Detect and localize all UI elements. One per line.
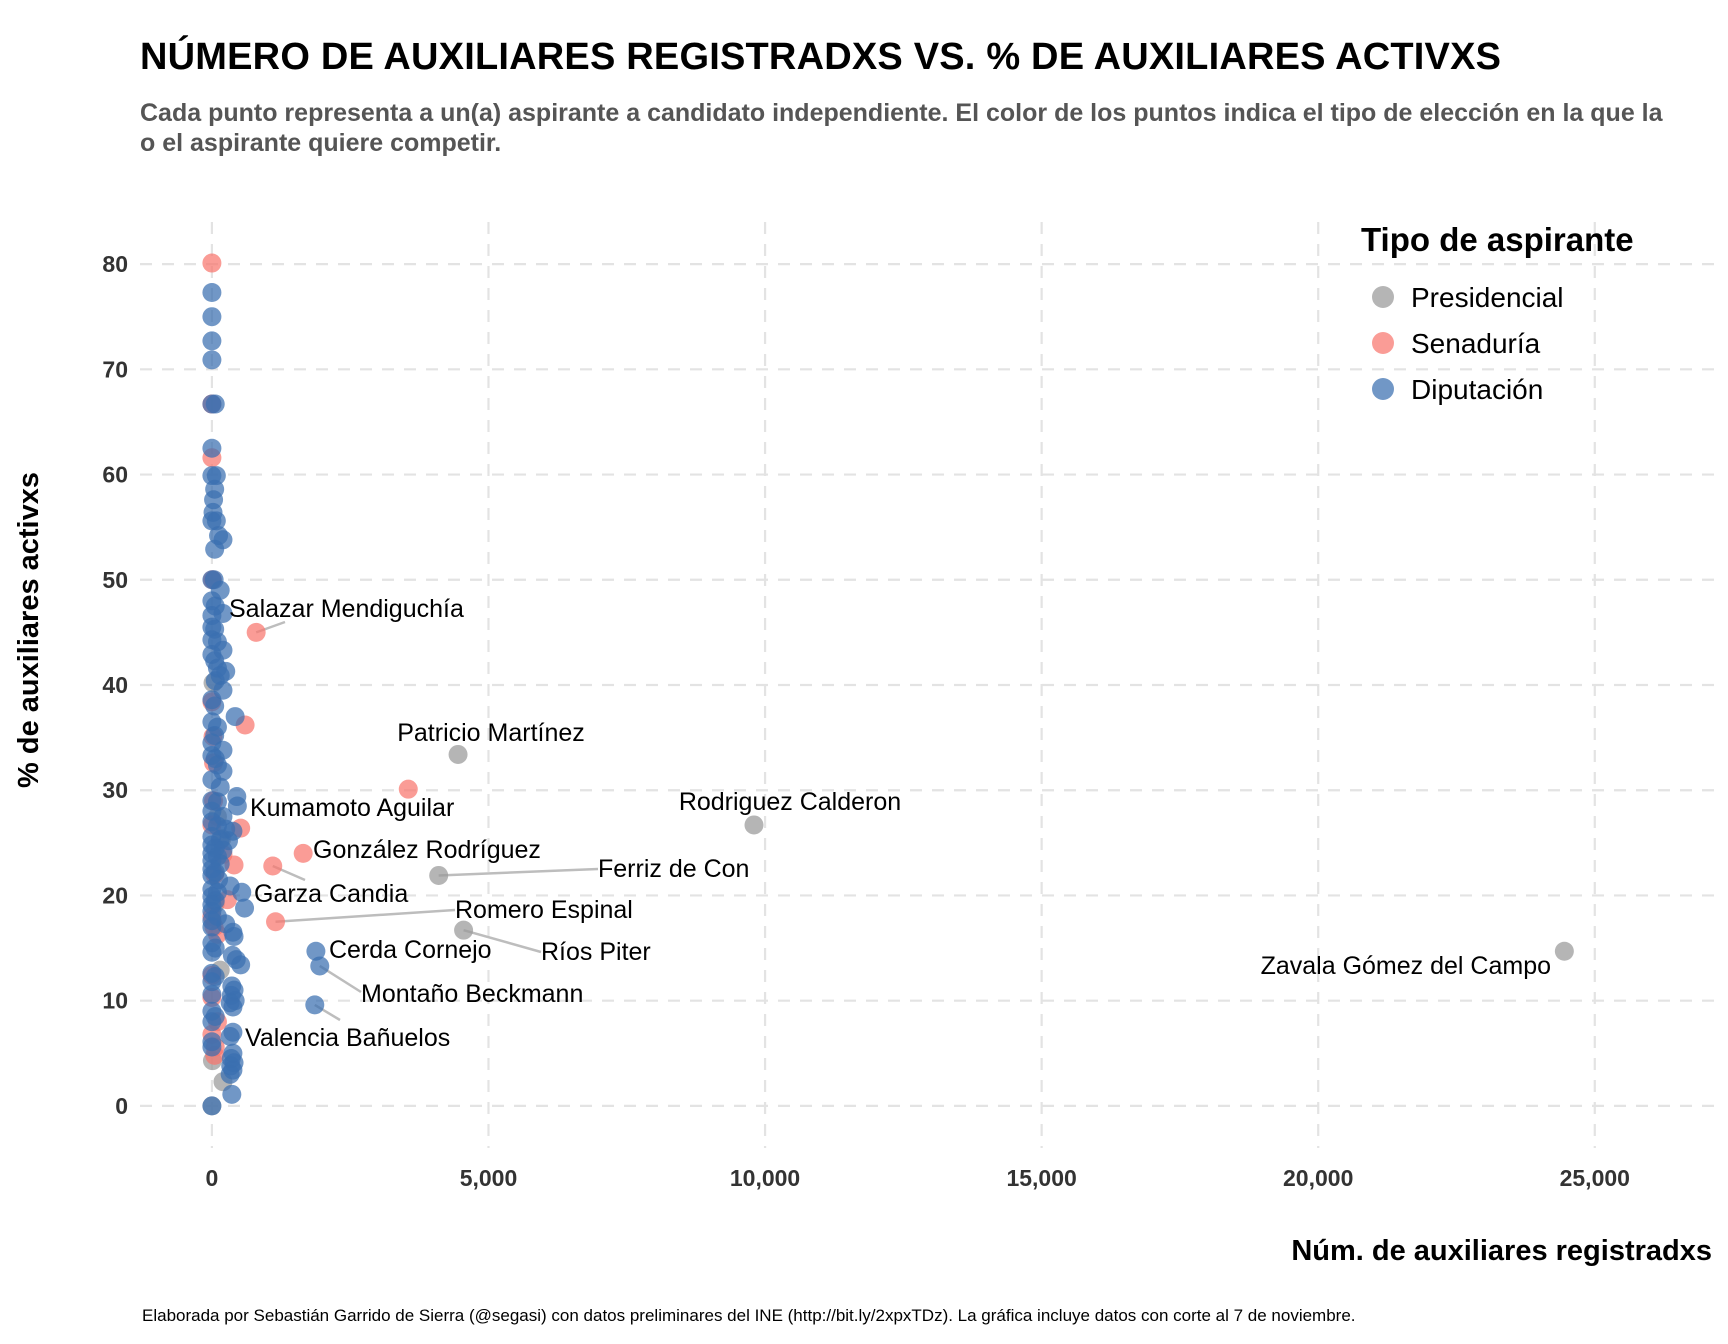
chart-title: NÚMERO DE AUXILIARES REGISTRADXS VS. % D…: [140, 36, 1502, 78]
point-label: Romero Espinal: [455, 896, 633, 924]
y-tick-label: 10: [102, 988, 128, 1014]
point-label: Rodriguez Calderon: [679, 788, 901, 816]
point-label: Zavala Gómez del Campo: [1261, 952, 1551, 980]
x-tick-label: 15,000: [1006, 1165, 1076, 1191]
data-point-diputacin: [231, 955, 251, 975]
x-tick-label: 5,000: [460, 1165, 518, 1191]
chart-caption: Elaborada por Sebastián Garrido de Sierr…: [142, 1306, 1356, 1325]
data-point-diputacin: [235, 898, 255, 918]
legend: Tipo de aspirante Presidencial Senaduría D…: [1361, 221, 1634, 405]
data-point-diputacin: [202, 942, 222, 962]
data-point-senadura: [202, 253, 222, 273]
label-leader-line: [438, 867, 599, 877]
data-point-diputacin: [220, 1064, 240, 1084]
legend-label: Diputación: [1411, 374, 1543, 405]
data-point-diputacin: [224, 926, 244, 946]
point-label: Patricio Martínez: [397, 719, 585, 747]
data-point-senadura: [263, 856, 283, 876]
data-point-diputacin: [223, 997, 243, 1017]
data-point-diputacin: [222, 1084, 242, 1104]
x-tick-label: 10,000: [730, 1165, 800, 1191]
data-point-diputacin: [205, 539, 225, 559]
chart-subtitle: Cada punto representa a un(a) aspirante …: [140, 99, 1663, 157]
y-tick-label: 20: [102, 882, 128, 908]
x-axis-title: Núm. de auxiliares registradxs: [1291, 1235, 1712, 1267]
point-labels: Zavala Gómez del Campo Rodriguez Calderon…: [229, 595, 1551, 1052]
label-leader-lines: [255, 620, 599, 1022]
legend-key: [1372, 332, 1394, 354]
data-point-diputacin: [202, 394, 222, 414]
data-point-diputacin: [205, 696, 225, 716]
point-label: González Rodríguez: [313, 836, 541, 864]
point-label: Garza Candia: [254, 880, 408, 908]
legend-items: Presidencial Senaduría Diputación: [1372, 282, 1564, 405]
y-axis-title: % de auxiliares activxs: [13, 472, 45, 788]
point-label: Valencia Bañuelos: [245, 1024, 450, 1052]
y-tick-label: 50: [102, 567, 128, 593]
point-label: Kumamoto Aguilar: [250, 794, 454, 822]
data-point-diputacin: [202, 307, 222, 327]
y-tick-label: 30: [102, 777, 128, 803]
y-tick-label: 70: [102, 356, 128, 382]
point-label: Ferriz de Con: [598, 855, 749, 883]
y-tick-label: 80: [102, 251, 128, 277]
data-point-senadura: [398, 779, 418, 799]
data-point-diputacin: [210, 777, 230, 797]
label-leader-line: [275, 908, 456, 924]
x-tick-label: 20,000: [1283, 1165, 1353, 1191]
data-point-diputacin: [310, 956, 330, 976]
data-point-diputacin: [202, 283, 222, 303]
data-point-diputacin: [202, 331, 222, 351]
y-tick-label: 0: [115, 1093, 128, 1119]
data-point-diputacin: [227, 796, 247, 816]
y-tick-label: 40: [102, 672, 128, 698]
data-point-diputacin: [206, 511, 226, 531]
data-point-diputacin: [202, 1012, 222, 1032]
data-point-senadura: [293, 843, 313, 863]
data-point-diputacin: [220, 1026, 240, 1046]
data-point-diputacin: [306, 941, 326, 961]
legend-label: Senaduría: [1411, 328, 1541, 359]
data-point-presidencial: [429, 865, 449, 885]
data-point-senadura: [246, 622, 266, 642]
data-point-presidencial: [448, 744, 468, 764]
data-point-diputacin: [202, 984, 222, 1004]
point-label: Cerda Cornejo: [329, 936, 492, 964]
data-point-diputacin: [305, 995, 325, 1015]
grid-lines: [140, 222, 1722, 1148]
data-point-diputacin: [202, 917, 222, 937]
data-point-diputacin: [202, 1037, 222, 1057]
x-tick-label: 0: [206, 1165, 219, 1191]
data-point-diputacin: [225, 707, 245, 727]
axis-ticks: 0 5,000 10,000 15,000 20,000 25,000 0 10 20 30 40 5…: [102, 251, 1630, 1191]
legend-key: [1372, 378, 1394, 400]
data-point-diputacin: [202, 1096, 222, 1116]
data-point-diputacin: [202, 350, 222, 370]
data-point-presidencial: [1554, 941, 1574, 961]
legend-label: Presidencial: [1411, 282, 1564, 313]
y-tick-label: 60: [102, 462, 128, 488]
point-label: Salazar Mendiguchía: [229, 595, 464, 623]
data-points: [202, 253, 1574, 1116]
point-label: Montaño Beckmann: [361, 980, 583, 1008]
label-leader-line: [463, 928, 542, 954]
x-tick-label: 25,000: [1560, 1165, 1630, 1191]
data-point-diputacin: [232, 882, 252, 902]
legend-key: [1372, 286, 1394, 308]
legend-title: Tipo de aspirante: [1361, 221, 1634, 258]
data-point-diputacin: [202, 438, 222, 458]
data-point-presidencial: [454, 920, 474, 940]
data-point-presidencial: [744, 815, 764, 835]
point-label: Ríos Piter: [541, 938, 651, 966]
data-point-senadura: [266, 912, 286, 932]
